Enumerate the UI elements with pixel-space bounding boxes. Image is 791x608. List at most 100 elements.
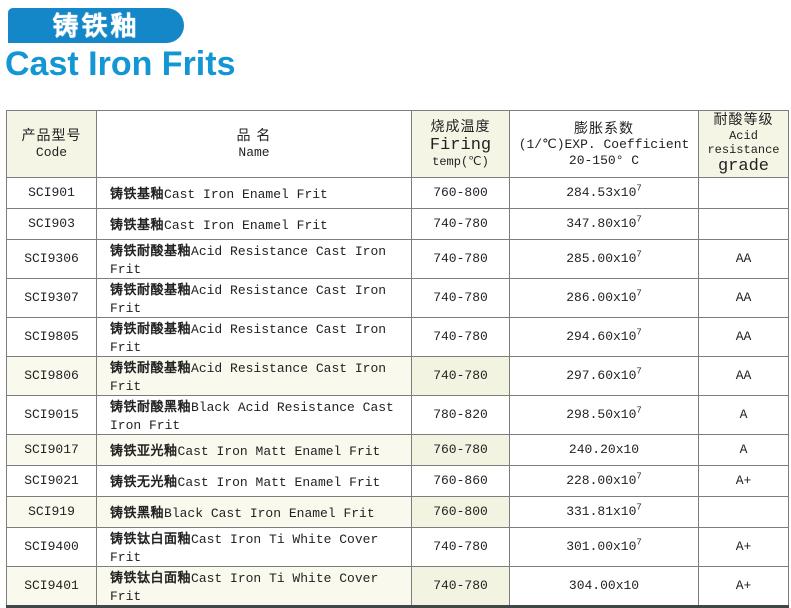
frits-table: 产品型号 Code 品 名 Name 烧成温度 Firing temp(℃) 膨… bbox=[6, 110, 789, 608]
firing-temp-cell: 740-780 bbox=[411, 316, 510, 357]
table-row: SCI9017 铸铁亚光釉Cast Iron Matt Enamel Frit … bbox=[6, 433, 789, 466]
acid-grade-cell: A bbox=[698, 394, 789, 435]
coefficient-exponent: 7 bbox=[636, 328, 642, 338]
name-en: Acid Resistance Cast Iron Frit bbox=[110, 282, 387, 316]
coefficient-cell: 331.81x107 bbox=[509, 495, 699, 528]
name-cell: 铸铁耐酸基釉Acid Resistance Cast Iron Frit bbox=[96, 355, 412, 396]
acid-grade-cell bbox=[698, 207, 789, 240]
code-cell: SCI9017 bbox=[6, 433, 97, 466]
coefficient-exponent: 7 bbox=[636, 538, 642, 548]
header-name-en: Name bbox=[238, 144, 270, 160]
header-row: 产品型号 Code 品 名 Name 烧成温度 Firing temp(℃) 膨… bbox=[6, 110, 789, 178]
firing-temp-cell: 740-780 bbox=[411, 207, 510, 240]
page-title: Cast Iron Frits bbox=[5, 45, 236, 83]
acid-grade-cell: A+ bbox=[698, 464, 789, 497]
coefficient-base: 297.60x10 bbox=[566, 368, 637, 384]
code-cell: SCI9307 bbox=[6, 277, 97, 318]
code-cell: SCI9306 bbox=[6, 238, 97, 279]
table-body: SCI901 铸铁基釉Cast Iron Enamel Frit 760-800… bbox=[6, 176, 789, 607]
coefficient-exponent: 7 bbox=[636, 367, 642, 377]
name-cell: 铸铁基釉Cast Iron Enamel Frit bbox=[96, 207, 412, 240]
name-cell: 铸铁亚光釉Cast Iron Matt Enamel Frit bbox=[96, 433, 412, 466]
name-zh: 铸铁耐酸黑釉 bbox=[110, 398, 192, 414]
code-cell: SCI919 bbox=[6, 495, 97, 528]
coefficient-exponent: 7 bbox=[636, 289, 642, 299]
coefficient-base: 331.81x10 bbox=[566, 504, 637, 520]
name-cell: 铸铁耐酸基釉Acid Resistance Cast Iron Frit bbox=[96, 277, 412, 318]
name-cell: 铸铁耐酸基釉Acid Resistance Cast Iron Frit bbox=[96, 316, 412, 357]
name-zh: 铸铁基釉 bbox=[110, 185, 165, 201]
header-coefficient: 膨胀系数 (1/℃)EXP. Coefficient 20-150° C bbox=[509, 110, 699, 178]
name-zh: 铸铁黑釉 bbox=[110, 504, 165, 520]
coefficient-exponent: 7 bbox=[636, 406, 642, 416]
name-cell: 铸铁基釉Cast Iron Enamel Frit bbox=[96, 176, 412, 209]
firing-temp-cell: 760-860 bbox=[411, 464, 510, 497]
coefficient-base: 286.00x10 bbox=[566, 290, 637, 306]
code-cell: SCI9015 bbox=[6, 394, 97, 435]
firing-temp-cell: 760-780 bbox=[411, 433, 510, 466]
name-cell: 铸铁耐酸基釉Acid Resistance Cast Iron Frit bbox=[96, 238, 412, 279]
name-en: Cast Iron Matt Enamel Frit bbox=[177, 474, 381, 490]
header-name-zh: 品 名 bbox=[236, 127, 272, 144]
header-coefficient-range: 20-150° C bbox=[568, 152, 640, 168]
name-zh: 铸铁亚光釉 bbox=[110, 442, 178, 458]
table-row: SCI9015 铸铁耐酸黑釉Black Acid Resistance Cast… bbox=[6, 394, 789, 435]
header-acid-en: Acid resistance bbox=[707, 128, 780, 157]
coefficient-exponent: 7 bbox=[636, 215, 642, 225]
coefficient-cell: 228.00x107 bbox=[509, 464, 699, 497]
name-en: Black Acid Resistance Cast Iron Frit bbox=[110, 399, 394, 433]
code-cell: SCI901 bbox=[6, 176, 97, 209]
firing-temp-cell: 740-780 bbox=[411, 277, 510, 318]
name-cell: 铸铁钛白面釉Cast Iron Ti White Cover Frit bbox=[96, 565, 412, 607]
header-acid-grade: 耐酸等级 Acid resistance grade bbox=[698, 110, 789, 178]
acid-grade-cell bbox=[698, 176, 789, 209]
acid-grade-cell: A+ bbox=[698, 565, 789, 607]
table-row: SCI9806 铸铁耐酸基釉Acid Resistance Cast Iron … bbox=[6, 355, 789, 396]
acid-grade-cell bbox=[698, 495, 789, 528]
coefficient-cell: 304.00x10 bbox=[509, 565, 699, 607]
acid-grade-cell: A bbox=[698, 433, 789, 466]
name-zh: 铸铁钛白面釉 bbox=[110, 569, 192, 585]
header-firing-zh: 烧成温度 bbox=[430, 118, 491, 135]
firing-temp-cell: 780-820 bbox=[411, 394, 510, 435]
coefficient-cell: 285.00x107 bbox=[509, 238, 699, 279]
acid-grade-cell: AA bbox=[698, 277, 789, 318]
header-coefficient-zh: 膨胀系数 bbox=[574, 119, 634, 136]
coefficient-base: 294.60x10 bbox=[566, 329, 637, 345]
name-zh: 铸铁钛白面釉 bbox=[110, 530, 192, 546]
header-firing-temp: 烧成温度 Firing temp(℃) bbox=[411, 110, 510, 178]
coefficient-cell: 347.80x107 bbox=[509, 207, 699, 240]
name-zh: 铸铁耐酸基釉 bbox=[110, 320, 192, 336]
name-cell: 铸铁黑釉Black Cast Iron Enamel Frit bbox=[96, 495, 412, 528]
header-code-zh: 产品型号 bbox=[21, 127, 82, 144]
name-zh: 铸铁基釉 bbox=[110, 216, 165, 232]
code-cell: SCI903 bbox=[6, 207, 97, 240]
coefficient-cell: 294.60x107 bbox=[509, 316, 699, 357]
code-cell: SCI9805 bbox=[6, 316, 97, 357]
name-zh: 铸铁耐酸基釉 bbox=[110, 281, 192, 297]
name-en: Cast Iron Matt Enamel Frit bbox=[177, 443, 381, 459]
name-en: Cast Iron Enamel Frit bbox=[164, 217, 328, 233]
coefficient-base: 298.50x10 bbox=[566, 407, 637, 423]
header-code-en: Code bbox=[35, 144, 68, 160]
coefficient-exponent: 7 bbox=[636, 472, 642, 482]
table-row: SCI9021 铸铁无光釉Cast Iron Matt Enamel Frit … bbox=[6, 464, 789, 497]
firing-temp-cell: 740-780 bbox=[411, 238, 510, 279]
name-cell: 铸铁耐酸黑釉Black Acid Resistance Cast Iron Fr… bbox=[96, 394, 412, 435]
acid-grade-cell: AA bbox=[698, 238, 789, 279]
code-cell: SCI9021 bbox=[6, 464, 97, 497]
coefficient-base: 228.00x10 bbox=[566, 473, 637, 489]
firing-temp-cell: 760-800 bbox=[411, 495, 510, 528]
table-row: SCI9805 铸铁耐酸基釉Acid Resistance Cast Iron … bbox=[6, 316, 789, 357]
table-row: SCI9307 铸铁耐酸基釉Acid Resistance Cast Iron … bbox=[6, 277, 789, 318]
header-acid-grade-word: grade bbox=[717, 157, 769, 177]
name-zh: 铸铁耐酸基釉 bbox=[110, 242, 192, 258]
header-firing-en: Firing bbox=[429, 135, 492, 155]
header-coefficient-en: (1/℃)EXP. Coefficient bbox=[518, 137, 690, 153]
coefficient-base: 285.00x10 bbox=[566, 251, 637, 267]
category-banner: 铸铁釉 bbox=[8, 8, 184, 43]
table-header: 产品型号 Code 品 名 Name 烧成温度 Firing temp(℃) 膨… bbox=[6, 110, 789, 178]
banner-title-zh: 铸铁釉 bbox=[52, 10, 140, 41]
coefficient-base: 284.53x10 bbox=[566, 185, 637, 201]
header-firing-unit: temp(℃) bbox=[432, 155, 489, 170]
